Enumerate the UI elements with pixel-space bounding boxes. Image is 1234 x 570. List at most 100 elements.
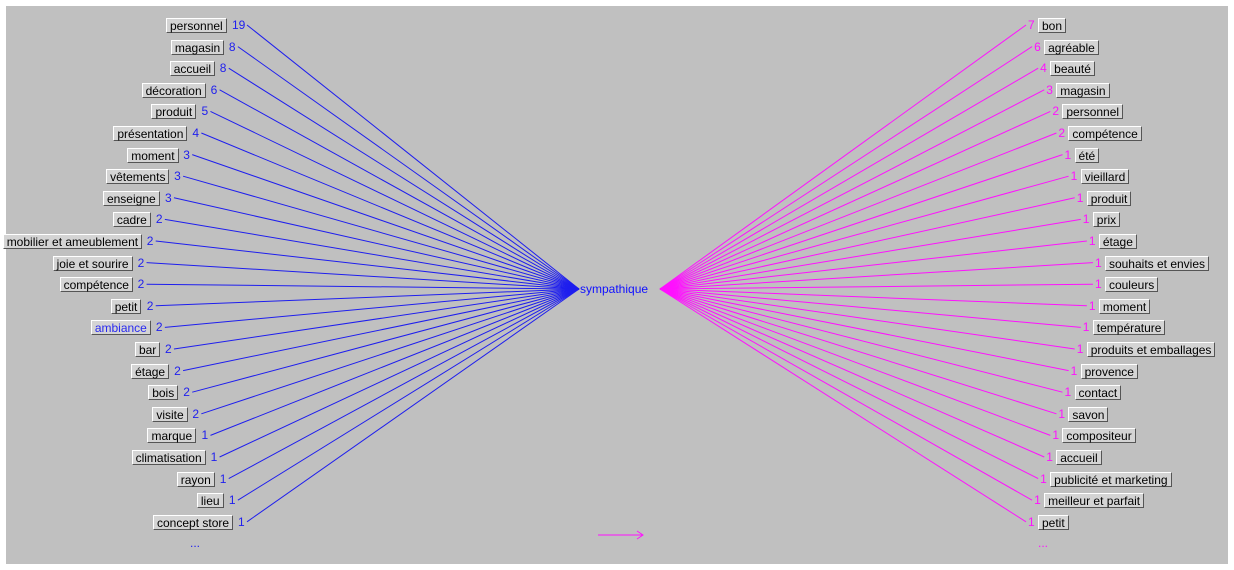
left-item-word[interactable]: climatisation (131, 450, 206, 465)
right-item-word[interactable]: savon (1068, 406, 1109, 422)
right-more-link[interactable]: ... (1038, 536, 1049, 551)
right-connection-line (659, 67, 1039, 290)
left-item-word[interactable]: rayon (176, 471, 215, 487)
left-item-word[interactable]: mobilier et ameublement (2, 234, 143, 249)
left-item-count: 2 (183, 385, 190, 400)
left-item-count: 1 (219, 471, 227, 486)
right-item-word[interactable]: compositeur (1062, 428, 1136, 444)
left-item-count: 8 (219, 61, 227, 76)
left-connection-line (228, 288, 580, 480)
right-item-word[interactable]: compétence (1068, 126, 1142, 141)
right-item-word[interactable]: petit (1038, 514, 1069, 530)
right-item-count: 1 (1094, 277, 1102, 292)
left-item-word[interactable]: accueil (169, 61, 216, 77)
right-item-word[interactable]: température (1092, 320, 1166, 336)
right-item-word[interactable]: agréable (1044, 39, 1099, 55)
right-item-word[interactable]: meilleur et parfait (1044, 493, 1145, 509)
left-item-word[interactable]: bois (148, 385, 179, 401)
right-item-word[interactable]: produits et emballages (1086, 342, 1216, 357)
left-connection-line (164, 218, 580, 290)
right-connection-line (659, 283, 1093, 290)
left-item-word[interactable]: petit (110, 298, 142, 314)
right-connection-line (659, 175, 1069, 290)
left-connection-line (237, 288, 580, 501)
right-item-count: 2 (1052, 104, 1060, 119)
left-item-count: 2 (155, 212, 163, 227)
right-item-word[interactable]: beauté (1050, 61, 1095, 77)
right-item-word[interactable]: contact (1074, 385, 1122, 401)
left-item-word[interactable]: décoration (141, 82, 206, 98)
left-item-word[interactable]: produit (151, 104, 197, 120)
left-connection-line (192, 288, 580, 393)
right-item-word[interactable]: bon (1038, 18, 1067, 33)
right-item-count: 1 (1064, 147, 1072, 162)
left-item-word[interactable]: personnel (166, 18, 227, 33)
right-arrow-icon[interactable] (597, 529, 647, 541)
left-item-word[interactable]: ambiance (90, 320, 151, 336)
left-connection-line (146, 283, 580, 290)
left-item-count: 3 (164, 190, 172, 205)
left-item-word[interactable]: présentation (113, 126, 188, 141)
left-item-word[interactable]: étage (131, 363, 170, 379)
right-item-count: 1 (1082, 212, 1090, 227)
right-item-word[interactable]: accueil (1056, 450, 1102, 465)
right-item-word[interactable]: étage (1098, 234, 1137, 249)
right-item-word[interactable]: produit (1086, 190, 1132, 206)
right-connection-line (659, 262, 1093, 290)
right-connection-line (659, 218, 1081, 290)
left-connection-line (155, 240, 580, 290)
left-item-word[interactable]: visite (152, 406, 188, 422)
left-item-count: 3 (174, 169, 181, 184)
left-item-count: 19 (232, 18, 246, 32)
right-connection-line (659, 288, 1057, 415)
left-item-count: 2 (174, 363, 181, 378)
left-connection-line (210, 288, 580, 436)
right-item-word[interactable]: couleurs (1104, 277, 1159, 293)
right-item-count: 1 (1046, 450, 1053, 464)
right-item-word[interactable]: vieillard (1080, 169, 1130, 185)
left-item-word[interactable]: cadre (112, 212, 151, 228)
left-more-link[interactable]: ... (190, 536, 201, 551)
right-item-word[interactable]: personnel (1062, 104, 1124, 120)
right-item-word[interactable]: souhaits et envies (1104, 255, 1210, 271)
left-item-count: 1 (228, 493, 236, 508)
right-item-count: 1 (1088, 234, 1096, 248)
left-connection-line (182, 175, 580, 290)
right-item-word[interactable]: été (1074, 147, 1100, 163)
right-item-word[interactable]: publicité et marketing (1050, 471, 1172, 487)
right-item-word[interactable]: magasin (1056, 82, 1110, 98)
right-item-count: 1 (1088, 298, 1096, 313)
left-connection-line (155, 288, 580, 307)
right-item-word[interactable]: moment (1098, 298, 1151, 314)
left-item-word[interactable]: joie et sourire (52, 255, 133, 271)
left-item-count: 1 (210, 450, 218, 464)
left-connection-line (173, 288, 580, 350)
left-item-word[interactable]: marque (147, 428, 197, 444)
left-item-word[interactable]: lieu (196, 493, 224, 509)
right-item-count: 1 (1070, 363, 1078, 378)
left-connection-line (173, 197, 580, 290)
left-item-word[interactable]: concept store (153, 514, 234, 530)
left-connection-line (146, 262, 580, 290)
right-connection-line (659, 197, 1075, 290)
center-word[interactable]: sympathique (580, 282, 649, 296)
right-connection-line (659, 288, 1027, 523)
right-item-word[interactable]: prix (1092, 212, 1121, 228)
left-item-word[interactable]: magasin (170, 39, 225, 55)
left-item-word[interactable]: compétence (59, 277, 133, 293)
left-item-word[interactable]: bar (134, 342, 161, 357)
left-item-count: 3 (183, 147, 190, 162)
right-item-count: 7 (1028, 18, 1035, 32)
left-item-word[interactable]: moment (127, 147, 179, 163)
right-connection-line (659, 288, 1075, 350)
right-connection-line (659, 288, 1051, 436)
right-item-count: 1 (1058, 406, 1066, 421)
right-connection-line (659, 288, 1081, 328)
right-item-count: 1 (1082, 320, 1090, 335)
left-connection-line (219, 288, 580, 458)
left-item-word[interactable]: enseigne (102, 190, 160, 206)
right-item-count: 1 (1094, 255, 1102, 270)
right-item-word[interactable]: provence (1080, 363, 1138, 379)
right-connection-line (659, 24, 1027, 290)
left-item-word[interactable]: vêtements (106, 169, 170, 185)
